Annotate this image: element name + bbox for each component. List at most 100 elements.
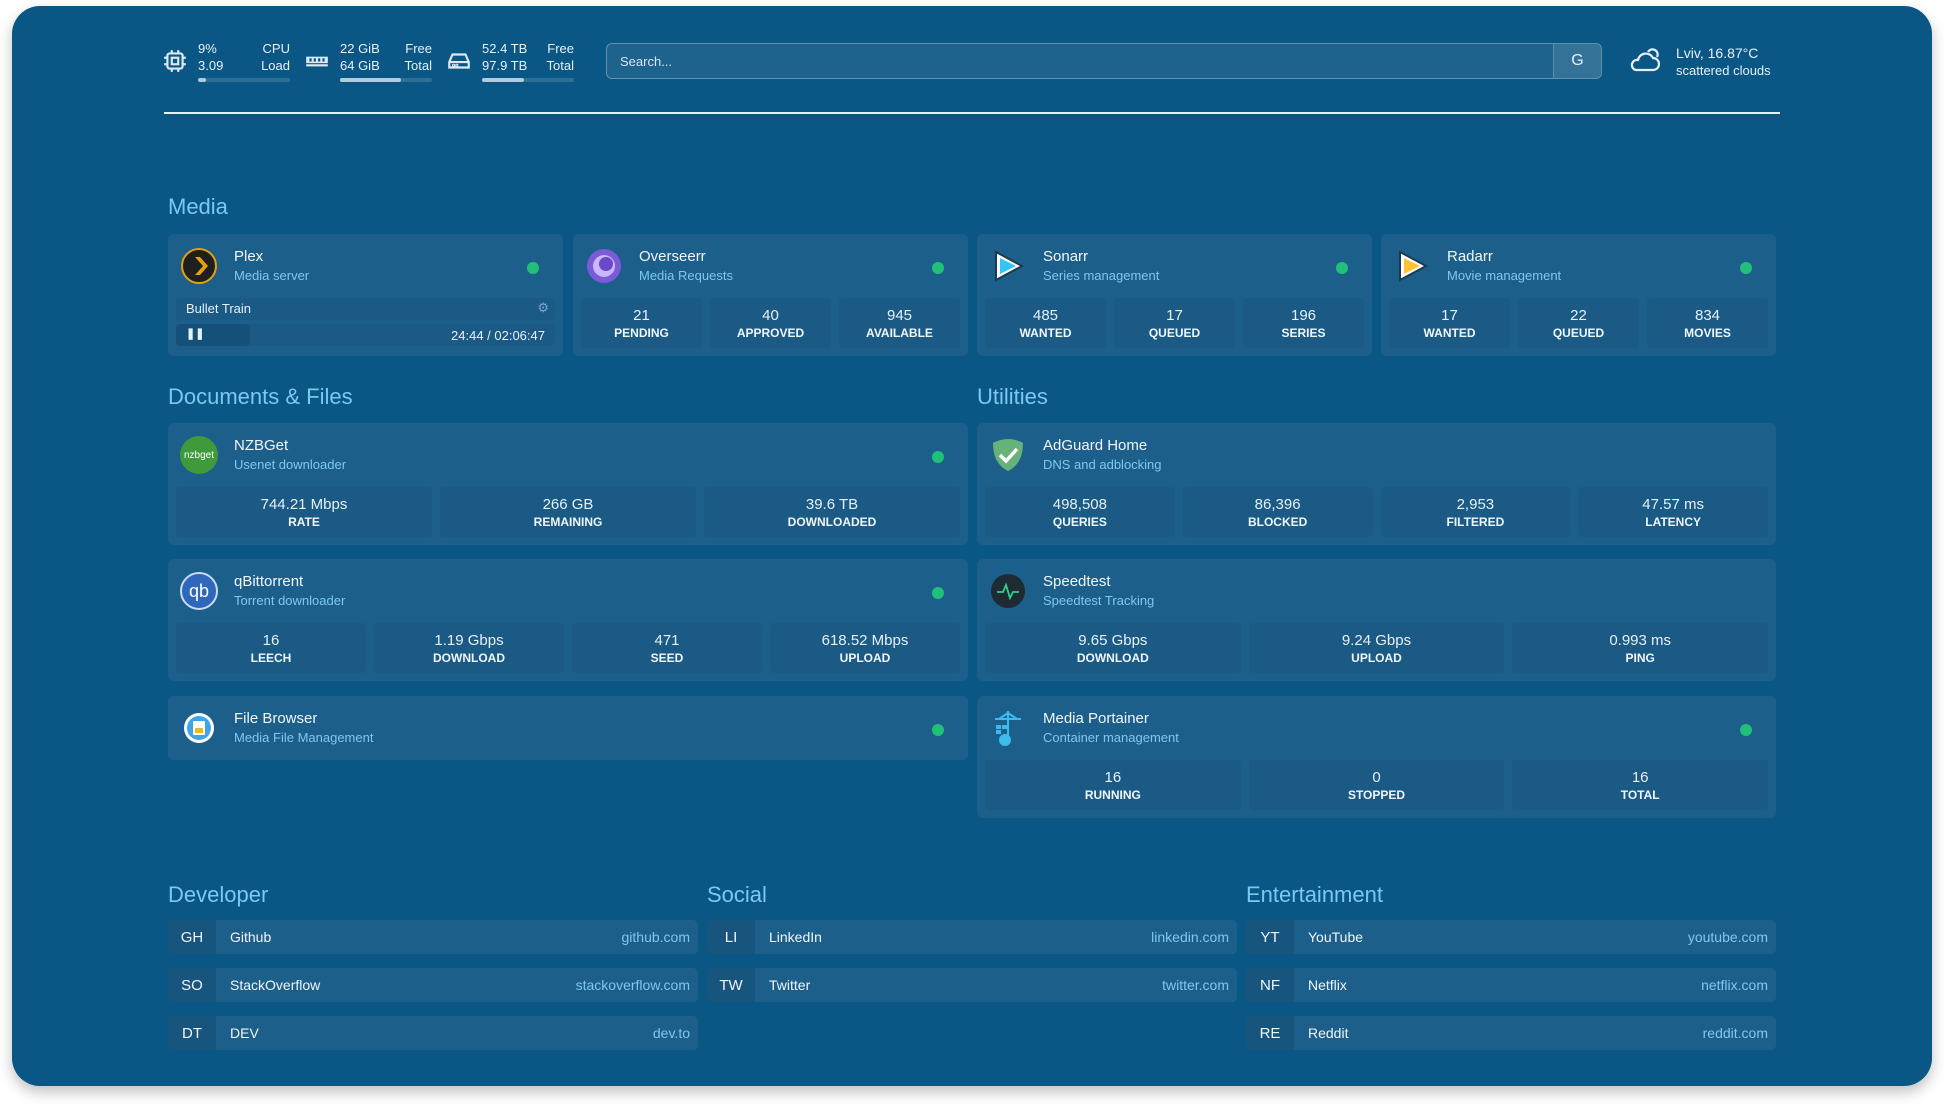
bookmark-link[interactable]: NF Netflix netflix.com xyxy=(1246,968,1776,1002)
stat-label: UPLOAD xyxy=(1351,650,1402,665)
stat-value: 196 xyxy=(1290,306,1317,324)
stat-label: PING xyxy=(1625,650,1655,665)
stat-label: SERIES xyxy=(1281,325,1326,340)
playback-progress[interactable]: ❚❚ 24:44 / 02:06:47 xyxy=(176,324,555,346)
search-input[interactable] xyxy=(607,53,1553,69)
stat-value: 86,396 xyxy=(1254,495,1301,513)
stat-label: DOWNLOAD xyxy=(1076,650,1149,665)
stat-value: 9.65 Gbps xyxy=(1078,631,1148,649)
service-description: Container management xyxy=(1043,730,1179,745)
stat-label: PENDING xyxy=(614,325,669,340)
stat-value: 834 xyxy=(1694,306,1721,324)
stat-value: 266 GB xyxy=(542,495,594,513)
stat-label: UPLOAD xyxy=(839,650,891,665)
cloud-sun-icon xyxy=(1630,48,1661,72)
service-description: Speedtest Tracking xyxy=(1043,593,1155,608)
service-card-speedtest[interactable]: Speedtest Speedtest Tracking 9.65 Gbps DO… xyxy=(977,559,1776,681)
stat-box: 17 WANTED xyxy=(1389,298,1510,348)
radarr-logo-icon xyxy=(1399,250,1429,282)
search-engine-button[interactable]: G xyxy=(1553,44,1601,78)
weather-condition: scattered clouds xyxy=(1676,63,1771,78)
stat-value: 1.19 Gbps xyxy=(434,631,504,649)
stat-label: MOVIES xyxy=(1684,325,1731,340)
stat-label: REMAINING xyxy=(533,514,603,529)
service-card-overseerr[interactable]: Overseerr Media Requests 21 PENDING 40 APPR… xyxy=(573,234,968,356)
bookmark-name: Github xyxy=(230,929,272,945)
stat-value: 22 xyxy=(1570,306,1587,324)
service-stats: 16 RUNNING 0 STOPPED 16 TOTAL xyxy=(985,760,1769,810)
file-browser-logo-icon xyxy=(184,713,214,743)
status-indicator xyxy=(932,451,944,463)
service-card-file-browser[interactable]: File Browser Media File Management xyxy=(168,696,968,760)
stat-box: 17 QUEUED xyxy=(1114,298,1235,348)
adguard-shield-icon xyxy=(993,439,1023,471)
bookmark-link[interactable]: YT YouTube youtube.com xyxy=(1246,920,1776,954)
stat-box: 0.993 ms PING xyxy=(1512,623,1769,673)
service-card-plex[interactable]: Plex Media server Bullet Train ⚙ ❚❚ 24:4… xyxy=(168,234,563,356)
bookmark-url: reddit.com xyxy=(1702,1025,1768,1041)
stat-label: WANTED xyxy=(1019,325,1072,340)
service-name: File Browser xyxy=(234,710,318,727)
service-card-nzbget[interactable]: nzbget NZBGet Usenet downloader 744.21 M… xyxy=(168,423,968,545)
status-indicator xyxy=(527,262,539,274)
service-card-sonarr[interactable]: Sonarr Series management 485 WANTED 17 QUEU… xyxy=(977,234,1372,356)
stat-value: 945 xyxy=(886,306,913,324)
bookmark-url: dev.to xyxy=(652,1025,690,1041)
bookmark-link[interactable]: RE Reddit reddit.com xyxy=(1246,1016,1776,1050)
service-card-portainer[interactable]: Media Portainer Container management 16 R… xyxy=(977,696,1776,818)
status-indicator xyxy=(932,587,944,599)
bookmark-link[interactable]: LI LinkedIn linkedin.com xyxy=(707,920,1237,954)
service-name: AdGuard Home xyxy=(1043,437,1148,454)
service-stats: 16 LEECH 1.19 Gbps DOWNLOAD 471 SEED 618.52 Mb… xyxy=(176,623,960,673)
stat-value: 16 xyxy=(1631,768,1649,786)
stat-value: 40 xyxy=(762,306,779,324)
service-card-radarr[interactable]: Radarr Movie management 17 WANTED 22 QUEUED… xyxy=(1381,234,1776,356)
status-indicator xyxy=(1740,724,1752,736)
pause-icon[interactable]: ❚❚ xyxy=(186,328,205,340)
service-name: Radarr xyxy=(1447,248,1493,265)
bookmark-url: stackoverflow.com xyxy=(575,977,690,993)
stat-label: QUEUED xyxy=(1148,325,1201,340)
service-name: Speedtest xyxy=(1043,573,1111,590)
service-description: Series management xyxy=(1043,268,1160,283)
service-stats: 21 PENDING 40 APPROVED 945 AVAILABLE xyxy=(581,298,960,348)
stat-box: 9.24 Gbps UPLOAD xyxy=(1248,623,1505,673)
stat-label: RUNNING xyxy=(1084,787,1141,802)
stat-box: 485 WANTED xyxy=(985,298,1106,348)
stat-value: 471 xyxy=(654,631,680,649)
gear-icon[interactable]: ⚙ xyxy=(537,300,549,315)
weather-widget: Lviv, 16.87°C scattered clouds xyxy=(1628,44,1771,80)
bookmark-url: youtube.com xyxy=(1687,929,1768,945)
bookmark-link[interactable]: GH Github github.com xyxy=(168,920,698,954)
bookmark-abbr: YT xyxy=(1246,920,1294,954)
bookmark-name: YouTube xyxy=(1308,929,1364,945)
service-card-qbittorrent[interactable]: qb qBittorrent Torrent downloader 16 LEEC… xyxy=(168,559,968,681)
bookmark-name: LinkedIn xyxy=(769,929,822,945)
stat-label: WANTED xyxy=(1423,325,1476,340)
bookmark-link[interactable]: SO StackOverflow stackoverflow.com xyxy=(168,968,698,1002)
stat-label: DOWNLOADED xyxy=(787,514,877,529)
stat-label: FILTERED xyxy=(1446,514,1505,529)
service-description: Usenet downloader xyxy=(234,457,347,472)
service-name: NZBGet xyxy=(234,437,289,454)
stat-label: STOPPED xyxy=(1347,787,1406,802)
load-label: Load xyxy=(261,58,290,73)
stat-box: 266 GB REMAINING xyxy=(440,487,696,537)
stat-value: 9.24 Gbps xyxy=(1341,631,1412,649)
stat-box: 21 PENDING xyxy=(581,298,702,348)
stat-value: 16 xyxy=(1104,768,1122,786)
nzbget-logo-icon: nzbget xyxy=(180,436,218,474)
service-card-adguard[interactable]: AdGuard Home DNS and adblocking 498,508 Q… xyxy=(977,423,1776,545)
stat-label: QUERIES xyxy=(1052,514,1107,529)
service-name: Overseerr xyxy=(639,248,706,265)
bookmark-link[interactable]: DT DEV dev.to xyxy=(168,1016,698,1050)
stat-value: 17 xyxy=(1166,306,1183,324)
sonarr-logo-icon xyxy=(995,250,1025,282)
section-title-social: Social xyxy=(707,882,767,907)
bookmark-name: StackOverflow xyxy=(230,977,321,993)
service-description: Movie management xyxy=(1447,268,1562,283)
portainer-crane-icon xyxy=(995,711,1021,746)
status-indicator xyxy=(932,724,944,736)
cpu-load-pct: 9% xyxy=(198,41,217,56)
bookmark-link[interactable]: TW Twitter twitter.com xyxy=(707,968,1237,1002)
